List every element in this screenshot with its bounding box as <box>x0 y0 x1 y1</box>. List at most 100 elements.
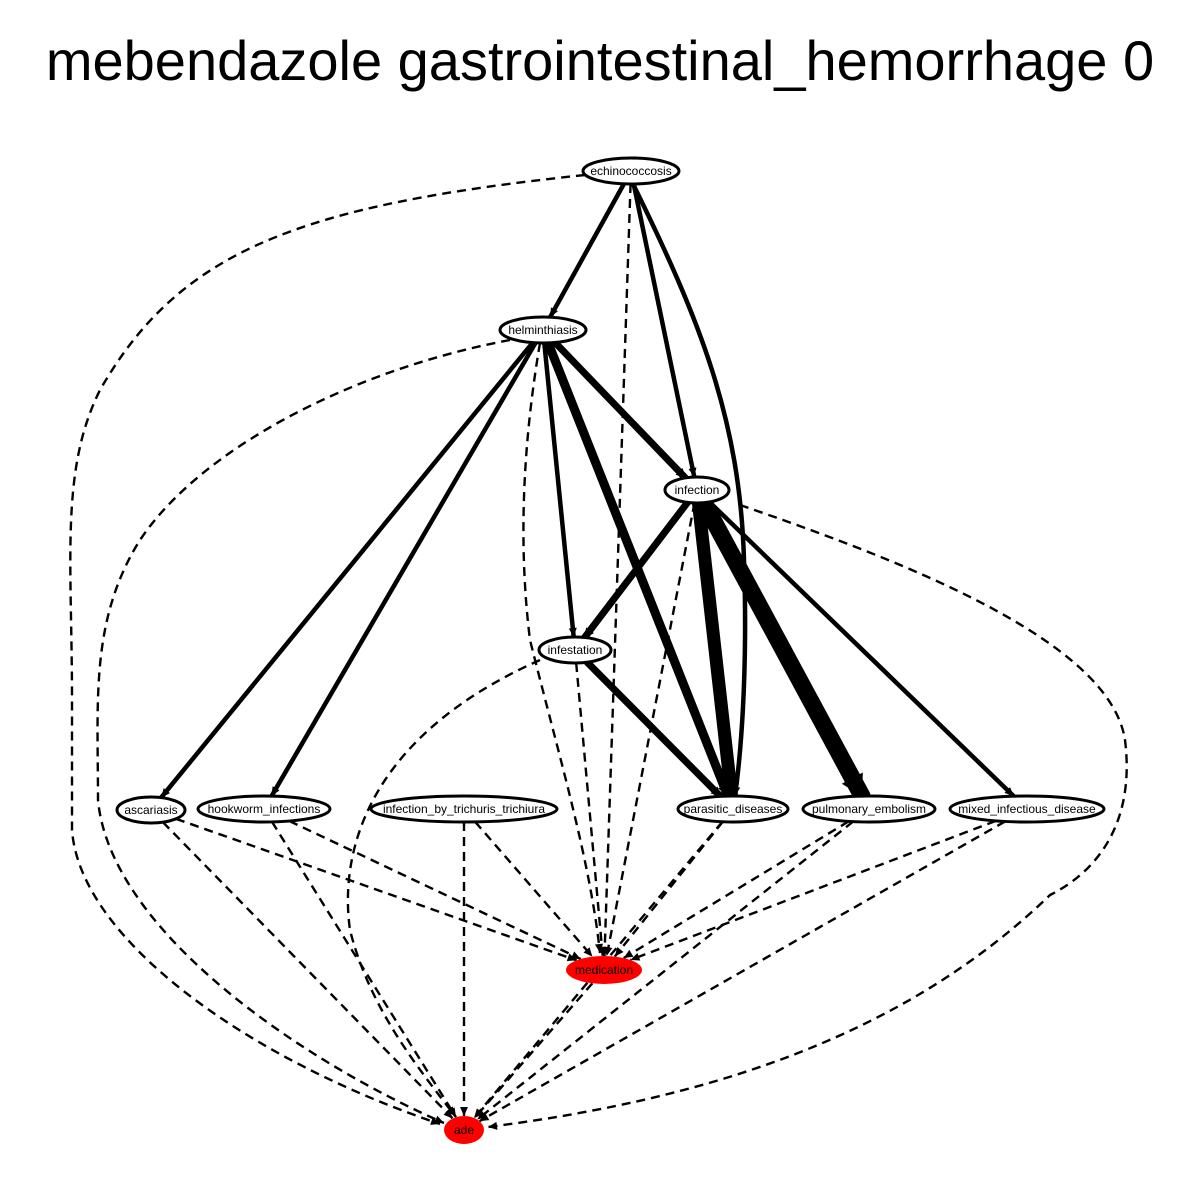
node-ade[interactable]: ade <box>444 1116 484 1144</box>
node-shape <box>369 794 559 824</box>
edge-arrowhead <box>675 468 686 478</box>
node-shape <box>566 956 642 984</box>
node-shape <box>498 315 588 345</box>
edge-line <box>476 820 854 1121</box>
edge-echinococcosis-to-medication <box>600 183 632 957</box>
edge-line <box>473 820 724 1119</box>
edge-arrowhead <box>570 951 581 959</box>
edge-arrowhead <box>568 627 577 638</box>
edge-arrowhead <box>583 947 593 957</box>
edge-hookworm_infections-to-medication <box>288 819 582 961</box>
edge-helminthiasis-to-hookworm_infections <box>269 340 538 799</box>
edge-helminthiasis-to-ade <box>96 338 511 1125</box>
node-hookworm_infections[interactable]: hookworm_infections <box>196 794 332 824</box>
edge-arrowhead <box>161 788 170 798</box>
edge-line <box>631 181 697 480</box>
node-shape <box>948 794 1106 824</box>
edge-echinococcosis-to-ade <box>69 173 586 1126</box>
edge-arrowhead <box>614 947 624 957</box>
edge-line <box>630 181 748 799</box>
node-helminthiasis[interactable]: helminthiasis <box>498 315 588 345</box>
node-label: infection_by_trichuris_trichiura <box>383 802 545 816</box>
edge-medication-to-ade <box>473 982 594 1119</box>
node-medication[interactable]: medication <box>566 956 642 984</box>
node-label: echinococcosis <box>590 164 671 178</box>
edge-line <box>613 821 724 958</box>
node-shape <box>444 1116 484 1144</box>
node-infection_by_trichuris_trichiura[interactable]: infection_by_trichuris_trichiura <box>369 794 559 824</box>
node-label: hookworm_infections <box>208 802 321 816</box>
edge-line <box>96 338 511 1125</box>
edge-arrowhead <box>710 786 721 797</box>
node-shape <box>581 156 681 186</box>
edge-infestation-to-ade <box>346 658 541 1117</box>
edge-line <box>623 820 850 960</box>
edge-line <box>175 817 577 962</box>
edge-line <box>574 662 604 957</box>
node-parasitic_diseases[interactable]: parasitic_diseases <box>676 794 790 824</box>
node-label: infection <box>675 483 720 497</box>
edge-arrowhead <box>597 946 606 957</box>
edge-parasitic_diseases-to-medication <box>613 821 724 958</box>
node-label: mixed_infectious_disease <box>958 802 1096 816</box>
edge-infestation-to-parasitic_diseases <box>583 658 724 800</box>
edge-line <box>346 658 541 1117</box>
edge-arrowhead <box>623 949 634 959</box>
node-label: parasitic_diseases <box>684 802 783 816</box>
edge-arrowhead <box>460 1107 468 1116</box>
node-mixed_infectious_disease[interactable]: mixed_infectious_disease <box>948 794 1106 824</box>
edge-infection_by_trichuris_trichiura-to-ade <box>460 822 468 1116</box>
edge-line <box>271 821 458 1118</box>
edge-echinococcosis-to-infection <box>631 181 697 480</box>
node-label: infestation <box>548 643 603 657</box>
edge-hookworm_infections-to-ade <box>271 821 458 1118</box>
edge-infection-to-parasitic_diseases <box>691 496 739 803</box>
edge-line <box>288 819 582 961</box>
edge-line <box>487 503 1128 1129</box>
node-shape <box>663 475 731 505</box>
node-shape <box>115 795 187 825</box>
node-pulmonary_embolism[interactable]: pulmonary_embolism <box>801 794 937 824</box>
edge-arrowhead <box>479 1113 490 1122</box>
edges-layer <box>69 173 1128 1130</box>
edge-line <box>583 658 724 800</box>
node-infestation[interactable]: infestation <box>537 635 613 665</box>
node-shape <box>676 794 790 824</box>
edge-helminthiasis-to-ascariasis <box>158 340 535 800</box>
edge-arrowhead <box>604 946 613 957</box>
edge-line <box>691 496 739 803</box>
edge-arrowhead <box>720 779 739 797</box>
node-shape <box>537 635 613 665</box>
edge-infection-to-ade <box>487 503 1128 1130</box>
edge-infection-to-mixed_infectious_disease <box>707 499 1016 799</box>
nodes-layer: echinococcosis helminthiasis infection infe… <box>115 156 1106 1144</box>
edge-arrowhead <box>688 467 697 478</box>
edge-line <box>542 340 576 640</box>
node-label: pulmonary_embolism <box>812 802 926 816</box>
edge-line <box>603 183 632 957</box>
node-shape <box>801 794 937 824</box>
edge-arrowhead <box>841 772 863 797</box>
node-label: ade <box>454 1123 474 1137</box>
edge-line <box>551 338 689 482</box>
edge-mixed_infectious_disease-to-medication <box>630 819 997 962</box>
edge-line <box>478 820 1006 1123</box>
edge-infection-to-infestation <box>581 498 692 641</box>
edge-arrowhead <box>550 307 558 318</box>
edge-helminthiasis-to-infestation <box>542 340 577 640</box>
edge-infestation-to-medication <box>574 662 606 957</box>
edge-line <box>473 982 594 1119</box>
edge-line <box>630 819 997 962</box>
edge-infection-to-pulmonary_embolism <box>695 494 871 805</box>
node-shape <box>196 794 332 824</box>
node-label: helminthiasis <box>508 323 577 337</box>
edge-ascariasis-to-medication <box>175 817 577 962</box>
edge-line <box>158 340 535 800</box>
node-echinococcosis[interactable]: echinococcosis <box>581 156 681 186</box>
edge-pulmonary_embolism-to-medication <box>623 820 850 960</box>
node-ascariasis[interactable]: ascariasis <box>115 795 187 825</box>
edge-arrowhead <box>434 1115 444 1124</box>
node-infection[interactable]: infection <box>663 475 731 505</box>
edge-arrowhead <box>271 786 280 797</box>
